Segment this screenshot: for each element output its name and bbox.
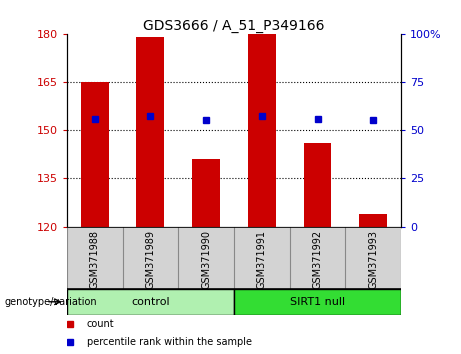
Text: GSM371989: GSM371989 [145,230,155,289]
Bar [192,159,220,227]
Text: percentile rank within the sample: percentile rank within the sample [87,337,252,347]
Text: GSM371990: GSM371990 [201,230,211,289]
Bar [67,289,234,315]
Bar [81,82,109,227]
Bar [248,34,276,227]
Text: count: count [87,319,114,329]
Text: GSM371992: GSM371992 [313,230,323,289]
Bar [136,37,164,227]
Text: GSM371988: GSM371988 [90,230,100,289]
Title: GDS3666 / A_51_P349166: GDS3666 / A_51_P349166 [143,19,325,33]
Text: GSM371993: GSM371993 [368,230,378,289]
Bar [304,143,331,227]
Text: GSM371991: GSM371991 [257,230,267,289]
Text: SIRT1 null: SIRT1 null [290,297,345,307]
Bar [359,214,387,227]
Text: genotype/variation: genotype/variation [5,297,97,307]
Bar [234,289,401,315]
Text: control: control [131,297,170,307]
